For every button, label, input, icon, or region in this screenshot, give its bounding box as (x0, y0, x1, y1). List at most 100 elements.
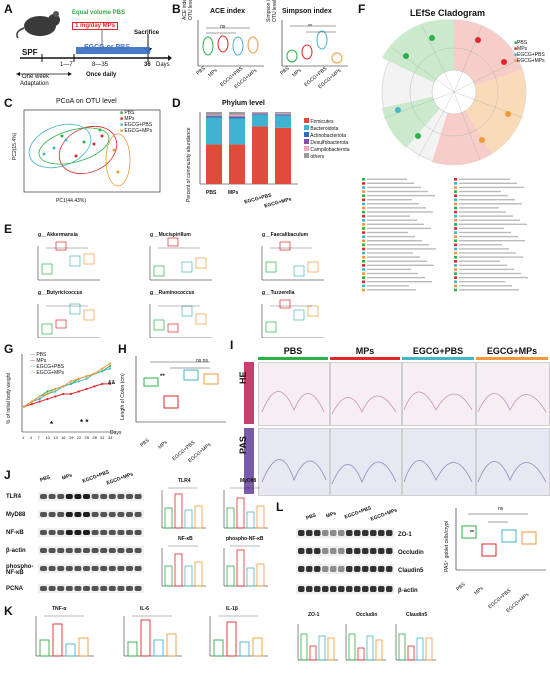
phylum-bar-egcgmps-bacteroidota (275, 115, 291, 128)
phylum-bar-pbs-campilobacterota (206, 114, 222, 116)
e-box (55, 319, 67, 329)
j-bar (164, 565, 173, 587)
panel-e-boxplots (37, 237, 324, 338)
panel-label-f: F (358, 2, 366, 16)
e-box (41, 323, 53, 335)
weight-xtick: 13 (53, 435, 58, 440)
e-box (293, 265, 305, 277)
panel-label-h: H (118, 342, 127, 356)
simpson-title: Simpson index (282, 8, 332, 15)
wb-label-pcna: PCNA (6, 586, 24, 592)
e-box (307, 305, 319, 317)
western-blot-j (38, 492, 144, 593)
g-legend-egcg-mps: EGCG+MPs (36, 370, 65, 376)
e-box (69, 303, 81, 315)
e-title-6: g__Tuzzerella (262, 290, 295, 296)
phylum-bar-egcgmps-desulfobacterota (275, 114, 291, 115)
i-header-egcg-pbs: EGCG+PBS (402, 346, 474, 360)
colon-ns: ns ns (196, 358, 208, 364)
weight-point (108, 382, 112, 385)
k-bar (140, 619, 151, 657)
weight-amp: && (108, 380, 116, 386)
k-bar-charts (35, 615, 268, 657)
e-box (167, 323, 179, 333)
j-title-2: MyD88 (240, 478, 257, 484)
weight-point (69, 392, 73, 396)
e-title-2: g__Mucispirillum (150, 232, 191, 238)
phylum-bar-pbs-desulfobacterota (206, 115, 222, 117)
j-bar (246, 567, 255, 587)
weight-point (93, 385, 96, 388)
adaptation-label: Adaptation (20, 81, 49, 87)
weight-xtick: 7 (38, 435, 41, 440)
j-group-1: PBS (39, 474, 51, 484)
phylum-bar-mps-desulfobacterota (229, 116, 245, 118)
pcoa-legend-egcg-mps: EGCG+MPs (124, 128, 153, 134)
mps-dose-label: 1 mg/day MPs (72, 22, 119, 30)
l-bar (327, 637, 335, 661)
weight-point (30, 400, 33, 403)
j-title-4: phospho-NF-κB (226, 536, 264, 542)
weight-point (77, 390, 80, 393)
l-bar-charts (297, 624, 436, 661)
weight-xtick: 28 (92, 435, 97, 440)
histology-texture (261, 391, 547, 485)
phylum-bar-mps-others (229, 112, 245, 115)
weight-point (85, 377, 88, 380)
j-bar (184, 565, 193, 587)
l-title-1: ZO-1 (308, 612, 320, 618)
ace-ylabel: ACE index of OTU level (182, 0, 194, 20)
h-group-2: MPs (157, 439, 169, 451)
weight-point (85, 375, 88, 378)
e-box (279, 299, 291, 309)
l-group-3: EGCG+PBS (343, 505, 373, 521)
weight-xtick: 16 (61, 435, 66, 440)
weight-point (101, 370, 104, 373)
pcoa-xlabel: PC1(44.43%) (56, 198, 87, 204)
phylum-bar-egcgmps-firmicutes (275, 127, 291, 184)
l-bar (300, 633, 308, 661)
western-blot-l (296, 528, 394, 594)
l-bar (309, 645, 317, 661)
phylum-bar-egcgpbs-bacteroidota (252, 114, 268, 127)
he-image-egcg-mps (476, 362, 550, 426)
e-box (181, 261, 193, 273)
weight-point (108, 362, 112, 365)
e-box (181, 305, 193, 317)
phylum-bar-pbs-firmicutes (206, 144, 222, 184)
e-box (307, 261, 319, 273)
pas-image-egcg-pbs (402, 428, 476, 496)
phylum-bar-egcgmps-others (275, 112, 291, 114)
weight-point (77, 380, 80, 383)
k-bar (226, 621, 237, 657)
e-title-1: g__Akkermansia (38, 232, 78, 238)
legend-campilobacterota: Campilobacterota (310, 147, 350, 153)
e-title-5: g__Ruminococcus (150, 290, 195, 296)
j-title-1: TLR4 (178, 478, 191, 484)
weight-point (30, 403, 33, 406)
goblet-ns: ns (498, 506, 504, 512)
k-bar (127, 641, 138, 657)
e-box (195, 257, 207, 269)
weight-stars-2: * * (80, 418, 89, 427)
ace-ns: ns (220, 24, 226, 30)
wb-label-myd88: MyD88 (6, 512, 26, 518)
weight-xtick: 34 (108, 435, 113, 440)
j-group-2: MPs (61, 472, 73, 482)
k-bar (39, 639, 50, 657)
j-title-3: NF-κB (178, 536, 193, 542)
j-bar (184, 509, 193, 529)
phylum-bar-mps-bacteroidota (229, 118, 245, 145)
pas-image-egcg-mps (476, 428, 550, 496)
l-bar (357, 647, 365, 661)
wb-label-actin: β-actin (6, 548, 26, 554)
g-legend-mps: MPs (36, 358, 47, 364)
l-bar (398, 633, 406, 661)
weight-point (61, 392, 65, 396)
pcoa-legend: ■ PBS ■ MPs ■ EGCG+PBS ■ EGCG+MPs (120, 110, 153, 134)
goblet-star: ** (470, 530, 474, 536)
one-week-label: One week (22, 74, 50, 80)
legend-actinobacteriota: Actinobacteriota (310, 133, 346, 139)
e-box (167, 237, 179, 247)
ace-title: ACE index (210, 8, 246, 15)
